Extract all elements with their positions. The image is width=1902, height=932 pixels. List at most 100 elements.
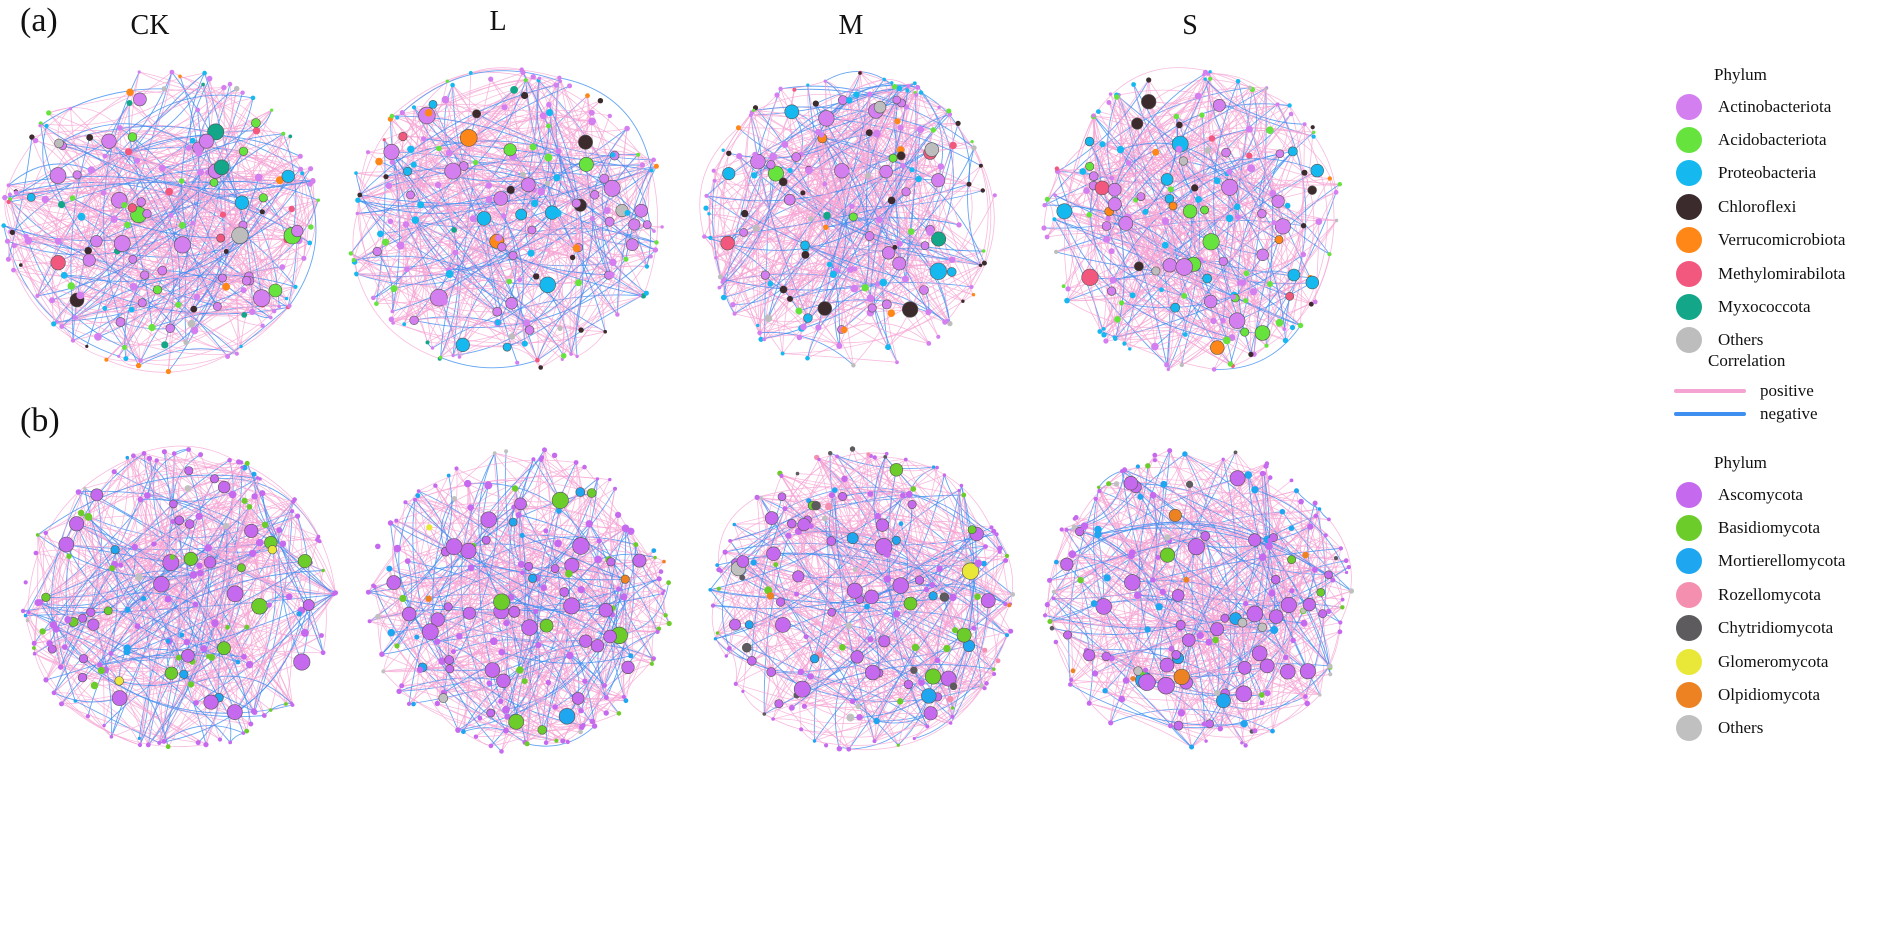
network-node bbox=[616, 711, 622, 716]
network-node bbox=[900, 163, 906, 169]
network-node bbox=[117, 125, 123, 131]
network-node bbox=[406, 701, 412, 707]
network-node bbox=[228, 490, 237, 499]
network-node bbox=[260, 323, 265, 328]
network-node bbox=[234, 195, 249, 210]
network-node bbox=[416, 666, 424, 673]
network-node bbox=[1108, 92, 1113, 96]
network-node bbox=[1103, 338, 1109, 344]
network-node bbox=[244, 624, 250, 630]
network-node bbox=[165, 744, 171, 750]
negative-edge bbox=[3, 225, 119, 357]
network-node bbox=[331, 593, 335, 597]
network-node bbox=[982, 647, 988, 653]
network-node bbox=[357, 192, 363, 198]
network-node bbox=[503, 143, 517, 157]
network-node bbox=[980, 188, 985, 193]
network-node bbox=[348, 251, 353, 256]
network-node bbox=[929, 582, 936, 588]
network-node bbox=[7, 192, 12, 197]
network-node bbox=[1210, 317, 1217, 325]
network-node bbox=[1054, 249, 1059, 254]
network-node bbox=[206, 75, 213, 82]
network-node bbox=[636, 152, 641, 157]
network-node bbox=[114, 676, 124, 686]
network-node bbox=[101, 133, 117, 149]
positive-edge bbox=[80, 295, 253, 314]
network-node bbox=[59, 701, 64, 707]
network-node bbox=[715, 631, 720, 635]
positive-edge bbox=[104, 155, 293, 236]
network-node bbox=[61, 644, 68, 650]
network-node bbox=[32, 651, 37, 656]
network-node bbox=[589, 718, 596, 725]
network-a-s bbox=[1041, 67, 1343, 372]
network-node bbox=[382, 238, 390, 246]
network-node bbox=[553, 209, 562, 218]
network-node bbox=[971, 145, 977, 151]
network-node bbox=[1097, 329, 1103, 334]
network-node bbox=[923, 706, 938, 721]
network-node bbox=[643, 290, 649, 296]
positive-edge bbox=[258, 155, 301, 178]
network-node bbox=[934, 657, 941, 664]
network-node bbox=[240, 287, 247, 294]
network-node bbox=[434, 700, 440, 707]
network-node bbox=[221, 84, 227, 91]
network-node bbox=[58, 664, 64, 670]
network-node bbox=[1160, 173, 1174, 186]
network-node bbox=[110, 545, 120, 555]
network-node bbox=[702, 234, 707, 239]
network-node bbox=[543, 528, 549, 534]
network-node bbox=[1131, 82, 1136, 87]
network-node bbox=[428, 100, 438, 109]
network-node bbox=[889, 463, 904, 477]
network-node bbox=[733, 681, 738, 687]
network-node bbox=[1275, 318, 1284, 327]
network-node bbox=[455, 337, 470, 353]
positive-edge bbox=[576, 331, 606, 357]
network-node bbox=[839, 644, 846, 651]
network-node bbox=[809, 654, 820, 664]
network-node bbox=[484, 662, 501, 678]
network-node bbox=[319, 633, 324, 638]
network-node bbox=[1234, 203, 1241, 211]
network-node bbox=[1041, 225, 1047, 231]
network-node bbox=[248, 721, 254, 727]
network-node bbox=[87, 618, 100, 631]
network-edges bbox=[350, 67, 663, 369]
network-node bbox=[1116, 145, 1125, 154]
network-node bbox=[1010, 592, 1016, 597]
positive-edge bbox=[125, 306, 280, 361]
network-node bbox=[69, 516, 85, 532]
network-node bbox=[164, 595, 172, 603]
network-node bbox=[528, 573, 538, 583]
network-node bbox=[34, 599, 42, 607]
network-node bbox=[1327, 176, 1333, 181]
network-node bbox=[844, 168, 850, 175]
network-node bbox=[797, 668, 805, 676]
network-node bbox=[1208, 135, 1216, 142]
network-node bbox=[165, 638, 171, 644]
network-node bbox=[974, 593, 981, 600]
network-node bbox=[467, 564, 475, 572]
network-node bbox=[223, 249, 229, 254]
network-node bbox=[663, 613, 668, 618]
network-node bbox=[200, 645, 208, 653]
network-node bbox=[355, 197, 361, 203]
network-node bbox=[563, 597, 581, 615]
network-node bbox=[841, 475, 848, 482]
network-node bbox=[555, 148, 562, 155]
network-node bbox=[741, 642, 752, 653]
negative-edge bbox=[27, 240, 125, 348]
network-node bbox=[774, 699, 784, 709]
network-node bbox=[241, 312, 248, 318]
network-node bbox=[186, 145, 192, 151]
network-node bbox=[178, 74, 182, 79]
network-node bbox=[382, 138, 386, 142]
network-node bbox=[781, 141, 789, 148]
network-node bbox=[255, 538, 264, 547]
network-node bbox=[762, 712, 767, 716]
network-node bbox=[1094, 180, 1110, 196]
network-node bbox=[269, 315, 273, 320]
